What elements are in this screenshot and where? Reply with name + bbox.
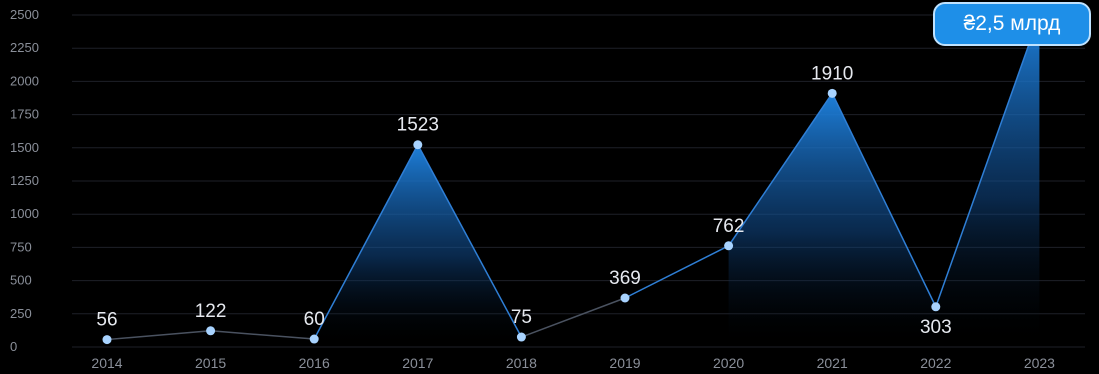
x-axis: 2014 2015 2016 2017 2018 2019 2020 2021 2022 2023 <box>91 355 1055 371</box>
area-fill-2023 <box>935 15 1040 347</box>
y-axis: 0 250 500 750 1000 1250 1500 1750 2000 2250 2500 <box>10 7 39 354</box>
x-tick-label: 2016 <box>299 355 330 371</box>
data-point-2015 <box>206 326 216 336</box>
area-fills <box>314 15 1040 348</box>
x-tick-label: 2023 <box>1024 355 1055 371</box>
line-segment <box>313 144 419 340</box>
y-tick-label: 2250 <box>10 40 39 55</box>
y-tick-label: 2000 <box>10 73 39 88</box>
line-segment <box>521 297 626 338</box>
line-segment <box>935 14 1041 308</box>
series-line <box>106 14 1041 341</box>
data-label-2015: 122 <box>195 301 227 322</box>
data-points <box>102 88 941 345</box>
x-tick-label: 2018 <box>506 355 537 371</box>
y-tick-label: 750 <box>10 239 32 254</box>
area-fill-2017 <box>314 144 522 347</box>
data-label-2020: 762 <box>713 216 745 237</box>
y-tick-label: 0 <box>10 339 17 354</box>
data-labels: 56 122 60 1523 75 369 762 1910 303 <box>96 63 951 337</box>
data-label-2014: 56 <box>96 310 117 331</box>
data-point-2017 <box>413 140 423 150</box>
x-tick-label: 2022 <box>920 355 951 371</box>
data-label-2017: 1523 <box>397 115 439 136</box>
y-tick-label: 2500 <box>10 7 39 22</box>
y-tick-label: 250 <box>10 306 32 321</box>
line-segment <box>831 93 937 308</box>
data-point-2016 <box>309 334 319 344</box>
x-tick-label: 2015 <box>195 355 226 371</box>
data-point-2022 <box>931 302 941 312</box>
data-point-2018 <box>516 332 526 342</box>
area-fill-2021 <box>728 93 936 348</box>
grid-lines <box>72 14 1085 348</box>
data-label-2019: 369 <box>609 268 641 289</box>
data-point-2019 <box>620 293 630 303</box>
x-tick-label: 2020 <box>713 355 744 371</box>
y-tick-label: 1250 <box>10 173 39 188</box>
data-label-2018: 75 <box>511 307 532 328</box>
data-point-2020 <box>724 241 734 251</box>
data-point-2021 <box>827 88 837 98</box>
x-tick-label: 2019 <box>609 355 640 371</box>
line-segment <box>210 330 315 340</box>
y-tick-label: 1500 <box>10 140 39 155</box>
y-tick-label: 1750 <box>10 107 39 122</box>
line-segment <box>624 245 729 299</box>
data-label-2022: 303 <box>920 317 952 338</box>
x-tick-label: 2014 <box>91 355 122 371</box>
x-tick-label: 2017 <box>402 355 433 371</box>
y-tick-label: 500 <box>10 273 32 288</box>
data-point-2014 <box>102 335 112 345</box>
data-label-2021: 1910 <box>811 63 853 84</box>
highlight-callout: ₴2,5 млрд <box>933 2 1091 46</box>
line-segment <box>727 92 833 247</box>
x-tick-label: 2021 <box>817 355 848 371</box>
data-label-2016: 60 <box>304 309 325 330</box>
line-segment <box>417 144 523 338</box>
line-segment <box>106 330 211 341</box>
y-tick-label: 1000 <box>10 206 39 221</box>
